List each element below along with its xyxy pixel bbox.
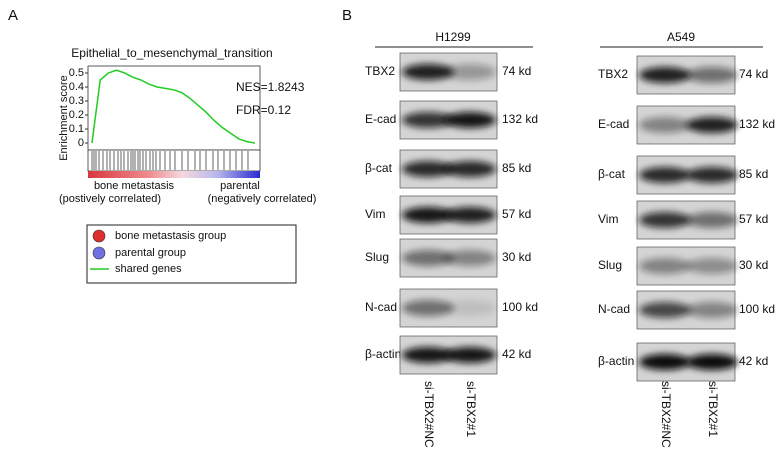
band — [402, 112, 454, 128]
band — [686, 302, 738, 318]
band — [639, 302, 691, 318]
band — [686, 212, 738, 228]
y-tick-label: 0.1 — [69, 123, 84, 135]
size-label: 100 kd — [739, 302, 775, 316]
hit-ticks — [91, 151, 249, 170]
lane-label: si-TBX2#NC — [659, 381, 673, 448]
band — [444, 347, 496, 363]
band — [402, 300, 454, 316]
lane-label: si-TBX2#1 — [464, 381, 478, 437]
protein-label: TBX2 — [598, 67, 628, 81]
size-label: 132 kd — [502, 112, 538, 126]
legend-swatch — [92, 229, 106, 243]
left-label: bone metastasis — [94, 180, 175, 192]
band — [444, 161, 496, 177]
band — [444, 300, 496, 316]
band — [686, 354, 738, 370]
size-label: 100 kd — [502, 300, 538, 314]
size-label: 30 kd — [739, 258, 768, 272]
band — [686, 258, 738, 274]
protein-label: β-actin — [365, 347, 401, 361]
y-tick-label: 0.2 — [69, 109, 84, 121]
band — [444, 112, 496, 128]
band — [402, 161, 454, 177]
protein-label: Slug — [365, 250, 389, 264]
band — [639, 117, 691, 133]
size-label: 74 kd — [739, 67, 768, 81]
protein-label: E-cad — [598, 117, 629, 131]
y-tick-label: 0.3 — [69, 95, 84, 107]
protein-label: N-cad — [598, 302, 630, 316]
size-label: 85 kd — [502, 161, 531, 175]
lane-label: si-TBX2#NC — [422, 381, 436, 448]
band — [686, 167, 738, 183]
y-axis-label: Enrichment score — [58, 75, 70, 161]
size-label: 57 kd — [502, 207, 531, 221]
right-label: parental — [220, 180, 260, 192]
protein-label: E-cad — [365, 112, 396, 126]
legend-box — [86, 224, 297, 284]
y-tick-label: 0.5 — [69, 67, 84, 79]
protein-label: Vim — [365, 207, 385, 221]
legend-label: parental group — [115, 247, 186, 259]
band — [639, 258, 691, 274]
band — [444, 64, 496, 80]
protein-label: Slug — [598, 258, 622, 272]
band — [686, 117, 738, 133]
lane-label: si-TBX2#1 — [706, 381, 720, 437]
band — [639, 67, 691, 83]
cell-line: H1299 — [435, 30, 471, 44]
protein-label: Vim — [598, 212, 618, 226]
cell-line: A549 — [667, 30, 695, 44]
enrichment-curve — [91, 69, 256, 144]
size-label: 85 kd — [739, 167, 768, 181]
band — [686, 67, 738, 83]
rank-bar — [88, 171, 260, 178]
band — [639, 354, 691, 370]
size-label: 74 kd — [502, 64, 531, 78]
protein-label: N-cad — [365, 300, 397, 314]
size-label: 42 kd — [502, 347, 531, 361]
band — [444, 250, 496, 266]
protein-label: β-cat — [365, 161, 393, 175]
gsea-title: Epithelial_to_mesenchymal_transition — [71, 46, 272, 60]
panel-label: A — [8, 7, 18, 24]
legend-label: bone metastasis group — [115, 230, 226, 242]
band — [639, 167, 691, 183]
panel-label: B — [342, 7, 352, 24]
band — [402, 64, 454, 80]
y-tick-label: 0.4 — [69, 81, 84, 93]
plot-frame — [87, 65, 261, 151]
left-sub: (postively correlated) — [59, 193, 161, 205]
protein-label: β-cat — [598, 167, 626, 181]
size-label: 42 kd — [739, 354, 768, 368]
band — [402, 347, 454, 363]
protein-label: β-actin — [598, 354, 634, 368]
band — [402, 250, 454, 266]
protein-label: TBX2 — [365, 64, 395, 78]
band — [402, 207, 454, 223]
band — [639, 212, 691, 228]
size-label: 30 kd — [502, 250, 531, 264]
size-label: 132 kd — [739, 117, 775, 131]
right-sub: (negatively correlated) — [208, 193, 317, 205]
legend-swatch — [92, 246, 106, 260]
legend-label: shared genes — [115, 263, 182, 275]
fdr: FDR=0.12 — [236, 103, 291, 117]
western-blots: H1299 TBX2 74 kd E-cad 132 kd β-cat 85 kd Vim 57… — [365, 30, 775, 448]
band — [444, 207, 496, 223]
nes: NES=1.8243 — [236, 80, 305, 94]
size-label: 57 kd — [739, 212, 768, 226]
y-tick-label: 0 — [78, 137, 84, 149]
